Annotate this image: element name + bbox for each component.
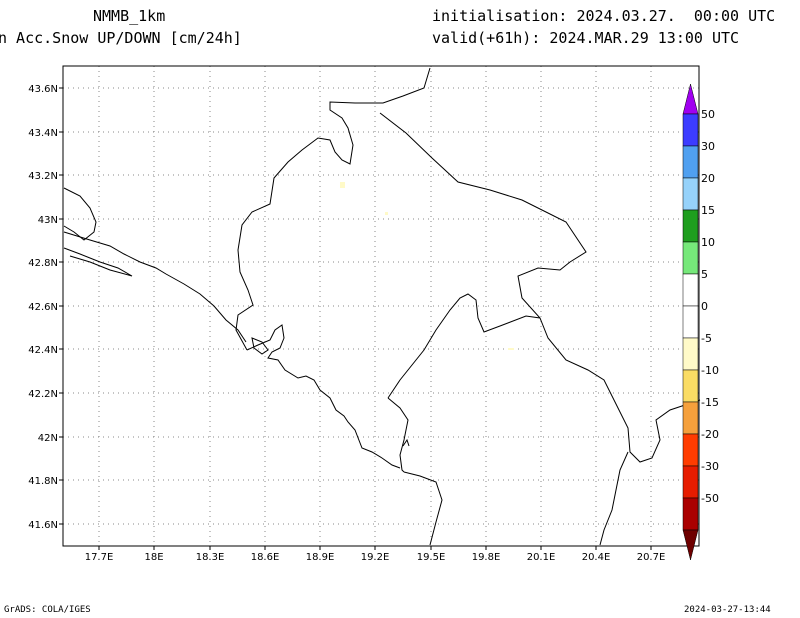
field-title: n Acc.Snow UP/DOWN [cm/24h] [0,29,242,47]
lat-label: 42.6N [28,302,58,313]
legend-bin [682,241,699,275]
model-name: NMMB_1km [93,7,166,25]
lon-label: 18.9E [306,552,335,563]
legend-bin [682,177,699,211]
footer-credit: GrADS: COLA/IGES [4,605,91,615]
legend-level-label: -15 [701,396,719,409]
lon-label: 17.7E [85,552,114,563]
legend-level-label: -20 [701,428,719,441]
legend-level-label: 50 [701,108,715,121]
legend-bottom-arrow [682,529,699,561]
legend-level-label: -30 [701,460,719,473]
footer-timestamp: 2024-03-27-13:44 [684,605,771,615]
legend-bin [682,305,699,339]
legend-bin [682,145,699,179]
lat-label: 42N [38,433,58,444]
legend-bin [682,337,699,371]
snow-traces [340,182,514,350]
legend-bin [682,273,699,307]
legend-level-label: 5 [701,268,708,281]
legend-top-arrow [682,83,699,115]
legend-bin [682,369,699,403]
lon-axis-labels: 17.7E 18E 18.3E 18.6E 18.9E 19.2E 19.5E … [85,552,666,563]
legend-level-label: 30 [701,140,715,153]
legend-level-label: -50 [701,492,719,505]
legend-level-label: 15 [701,204,715,217]
lat-label: 42.4N [28,345,58,356]
lat-label: 43.6N [28,84,58,95]
legend-bin [682,465,699,499]
lat-axis-labels: 43.6N 43.4N 43.2N 43N 42.8N 42.6N 42.4N … [28,84,58,531]
valid-time: valid(+61h): 2024.MAR.29 13:00 UTC [432,29,740,47]
lat-label: 42.2N [28,389,58,400]
legend-level-label: 20 [701,172,715,185]
coastline-borders [63,67,701,546]
legend-bin [682,497,699,531]
legend-bin [682,433,699,467]
legend-level-label: 0 [701,300,708,313]
lon-label: 19.5E [417,552,446,563]
lat-label: 43.4N [28,128,58,139]
legend-bin [682,209,699,243]
axis-ticks [59,87,652,550]
lon-label: 18E [144,552,163,563]
lon-label: 18.3E [196,552,225,563]
lon-label: 20.7E [637,552,666,563]
lat-label: 43N [38,215,58,226]
lat-label: 42.8N [28,258,58,269]
lat-label: 41.6N [28,520,58,531]
legend-level-label: 10 [701,236,715,249]
lon-label: 20.4E [582,552,611,563]
legend-bin [682,401,699,435]
legend-bin [682,113,699,147]
init-time: initialisation: 2024.03.27. 00:00 UTC [432,7,776,25]
lon-label: 19.2E [361,552,390,563]
lat-label: 41.8N [28,476,58,487]
lat-label: 43.2N [28,171,58,182]
lon-label: 18.6E [251,552,280,563]
legend-level-label: -10 [701,364,719,377]
grid-lines [63,66,699,546]
legend-level-label: -5 [701,332,712,345]
lon-label: 20.1E [527,552,556,563]
lon-label: 19.8E [472,552,501,563]
